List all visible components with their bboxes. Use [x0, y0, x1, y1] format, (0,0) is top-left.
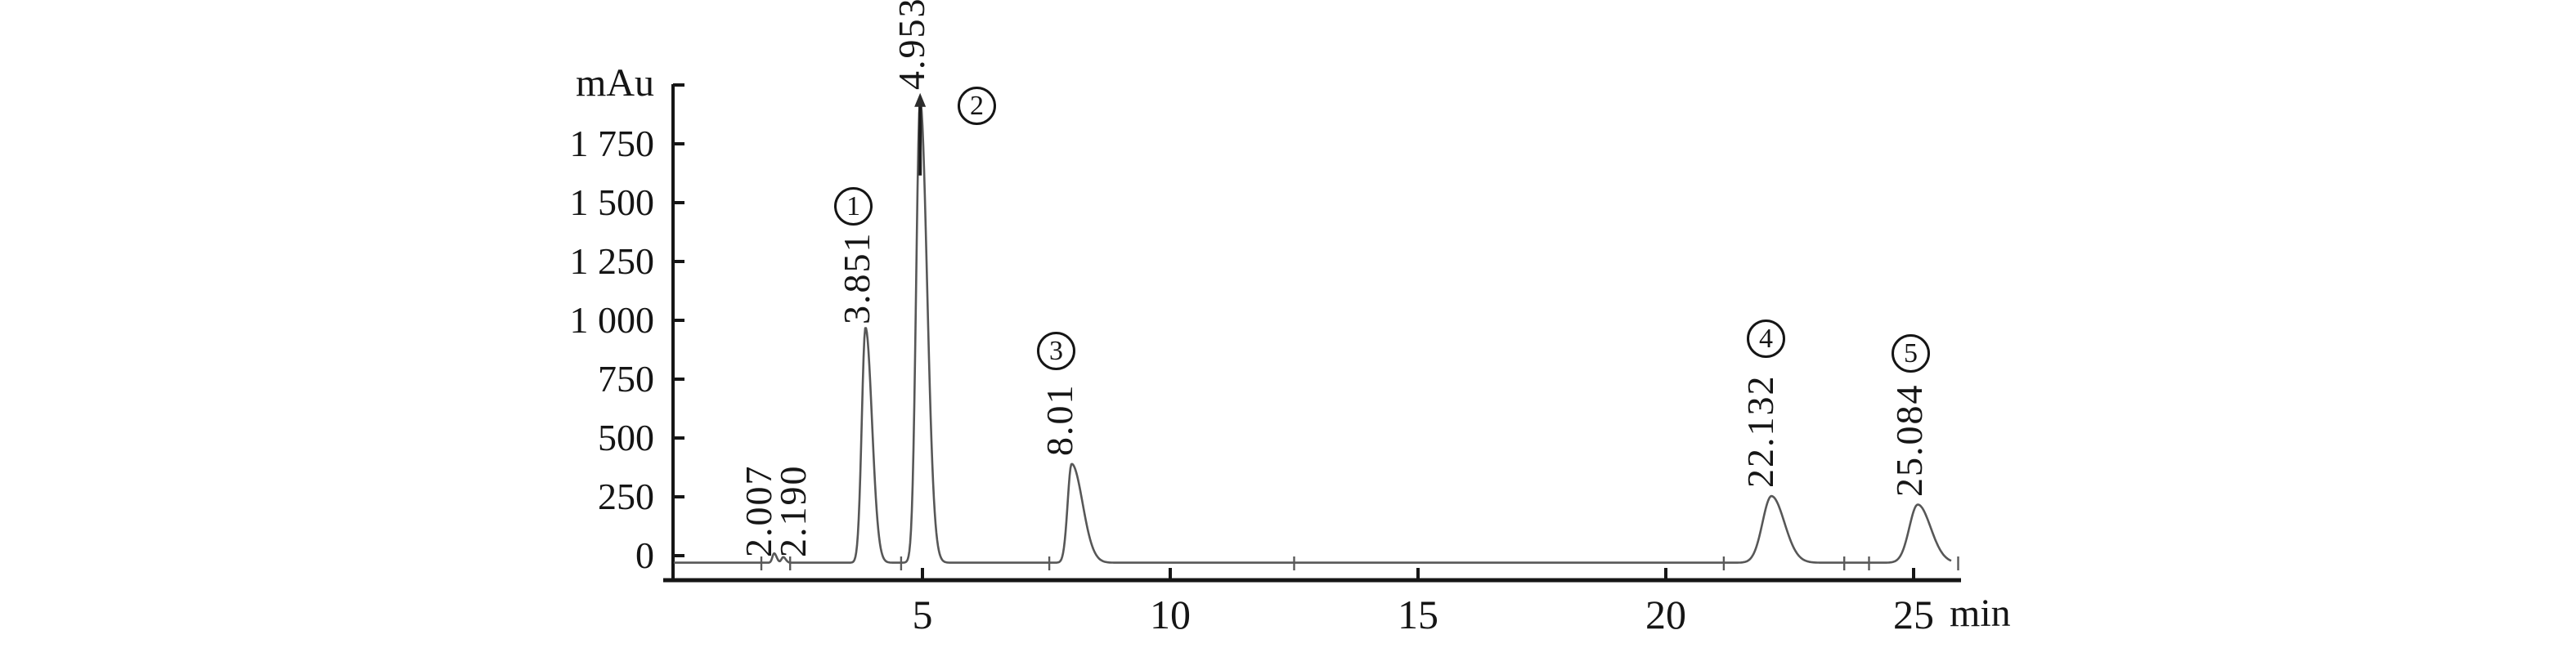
chromatogram-trace — [673, 99, 1952, 564]
peak-retention-label: 8.01 — [1039, 383, 1080, 457]
y-tick-label: 500 — [598, 417, 654, 458]
y-tick-label: 1 250 — [569, 240, 655, 282]
peak-number-badge: 3 — [1037, 332, 1075, 370]
x-axis-unit-label: min — [1950, 592, 2011, 635]
peak-number-badge: 1 — [834, 187, 873, 226]
y-tick-label: 250 — [598, 476, 654, 517]
x-tick-label: 10 — [1150, 592, 1191, 637]
y-tick-label: 1 000 — [569, 299, 655, 341]
peak2-apex-marker — [914, 92, 927, 107]
x-tick-label: 5 — [912, 592, 933, 637]
peak-retention-label: 3.851 — [836, 231, 877, 325]
x-tick-label: 20 — [1645, 592, 1686, 637]
y-tick-label: 1 500 — [569, 181, 655, 223]
peak-number-badge: 5 — [1892, 334, 1930, 373]
peak-retention-label: 2.190 — [772, 464, 814, 558]
peak-number-badge: 2 — [958, 87, 996, 125]
x-tick-label: 25 — [1893, 592, 1934, 637]
x-tick-label: 15 — [1398, 592, 1438, 637]
peak-retention-label: 22.132 — [1739, 374, 1781, 489]
peak-retention-label: 25.084 — [1888, 383, 1930, 498]
y-axis-unit-label: mAu — [576, 61, 654, 105]
peak-number-badge: 4 — [1747, 320, 1785, 358]
y-tick-label: 0 — [635, 534, 654, 576]
peak-retention-label: 4.953 — [891, 0, 932, 90]
y-tick-label: 750 — [598, 358, 654, 400]
y-tick-label: 1 750 — [569, 123, 655, 164]
